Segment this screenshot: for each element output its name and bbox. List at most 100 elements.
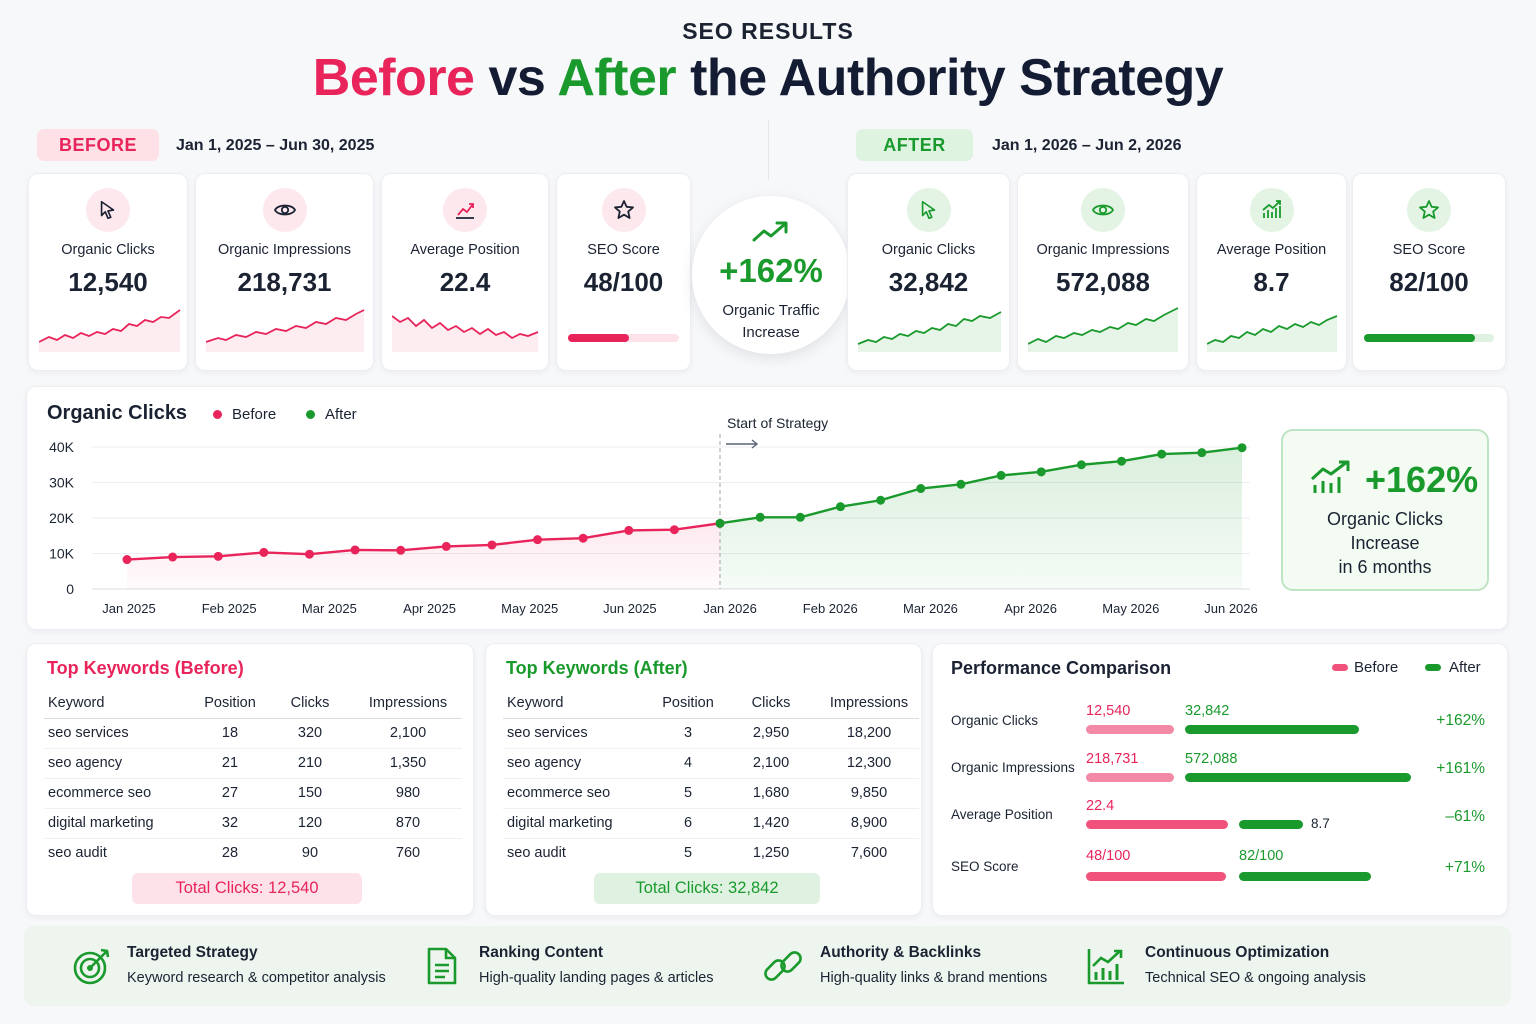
period-divider [768,120,769,180]
before-data-point [259,547,269,557]
sparkline-after-clicks [858,311,1002,352]
cell: seo agency [44,748,194,779]
link-icon [764,951,802,981]
cell: 1,350 [354,748,462,779]
feature-continuous-optimization: Continuous Optimization Technical SEO & … [1145,944,1366,986]
y-tick-label: 40K [49,439,75,455]
perf-before-value: 12,540 [1086,703,1131,719]
legend-after-dot [306,410,315,419]
kpi-label: Average Position [410,242,520,258]
cell: 12,300 [819,748,919,779]
x-tick-label: Mar 2025 [302,601,357,616]
perf-before-bar [1086,773,1174,782]
after-data-point [715,518,725,528]
score-bar-track [568,334,679,342]
title-after: After [557,49,677,107]
cell: 1,250 [752,845,790,862]
sparkline-before-clicks [39,309,181,352]
growth-chart-icon [1310,460,1350,493]
after-data-point [1076,460,1086,470]
cell: 90 [301,845,319,862]
table-row: seo agency 21 210 1,350 [44,748,462,779]
performance-title: Performance Comparison [951,658,1172,678]
cell: 5 [683,845,693,862]
cell: 5 [653,778,723,809]
before-data-point [578,533,588,543]
after-data-point [1237,443,1247,453]
before-series-line [126,522,721,561]
table-row: digital marketing 32 120 870 [44,808,462,839]
cell: ecommerce seo [503,778,653,809]
cell: 2,100 [723,748,819,779]
cell: 210 [266,748,354,779]
cell: 760 [395,845,421,862]
feature-authority-backlinks: Authority & Backlinks High-quality links… [820,944,1047,986]
cell: 870 [354,808,462,839]
before-data-point [441,541,451,551]
score-bar-track [1364,334,1494,342]
target-icon [73,948,110,985]
perf-after-value: 572,088 [1185,751,1238,767]
organic-clicks-line-chart: 0 10K 20K 30K 40K Jan 2025 Feb 2025 Mar 2025 Apr… [49,415,1258,616]
after-data-point [835,502,845,512]
after-badge: AFTER [856,129,973,161]
kpi-value: 48/100 [583,267,664,297]
perf-legend-before: Before [1354,659,1399,676]
table-row: seo services 18 320 2,100 [44,718,462,749]
x-tick-label: Jan 2025 [102,601,156,616]
cursor-icon [86,188,130,232]
cell: seo audit [507,845,566,862]
title-vs: vs [488,49,546,107]
x-tick-label: Mar 2026 [903,601,958,616]
feature-desc: High-quality links & brand mentions [820,970,1048,986]
cell: 320 [266,718,354,749]
feature-title: Authority & Backlinks [820,944,982,961]
col-position: Position [194,688,266,719]
title-rest: the Authority Strategy [690,49,1224,107]
report-kicker: SEO RESULTS [682,18,854,44]
cell: 150 [266,778,354,809]
before-data-point [304,549,314,559]
after-data-point [876,495,886,505]
perf-after-bar [1185,773,1411,782]
feature-ranking-content: Ranking Content High-quality landing pag… [479,944,714,986]
y-tick-label: 0 [66,581,74,597]
table-row: digital marketing 6 1,420 8,900 [503,808,919,839]
perf-before-bar [1086,725,1174,734]
cell: 28 [221,845,239,862]
after-data-point [916,484,926,494]
cell: 27 [194,778,266,809]
after-data-point [795,512,805,522]
perf-before-bar [1086,820,1228,829]
before-data-point [213,551,223,561]
kpi-value: 82/100 [1389,267,1469,297]
table-row: ecommerce seo 5 1,680 9,850 [503,778,919,809]
star-icon [1407,188,1451,232]
feature-desc: Keyword research & competitor analysis [127,970,386,986]
cell: 18,200 [819,718,919,749]
score-bar-fill [1364,334,1475,342]
sparkline-after-impressions [1028,307,1179,352]
after-data-point [996,470,1006,480]
eye-icon [1081,188,1125,232]
kpi-label: Organic Clicks [881,242,976,258]
traffic-increase-line2: Increase [742,324,800,341]
legend-before-dot [213,410,222,419]
kpi-card-after-clicks: Organic Clicks 32,842 [847,173,1010,371]
x-tick-label: Jun 2025 [603,601,657,616]
cell: 6 [653,808,723,839]
kpi-card-before-impressions: Organic Impressions 218,731 [195,173,374,371]
kpi-card-before-clicks: Organic Clicks 12,540 [28,173,188,371]
table-header-row: Keyword Position Clicks Impressions [503,688,919,719]
perf-before-value: 22.4 [1086,798,1115,814]
cell: 18 [194,718,266,749]
cell: seo agency [503,748,653,779]
performance-comparison-card: Performance Comparison Before After Orga… [932,643,1508,916]
after-series-line [719,446,1243,525]
col-keyword: Keyword [44,688,194,719]
traffic-increase-badge: +162% Organic Traffic Increase [692,196,850,354]
star-icon [601,188,646,232]
perf-legend-after: After [1449,659,1481,676]
after-data-point [956,479,966,489]
cell: 2,950 [723,718,819,749]
